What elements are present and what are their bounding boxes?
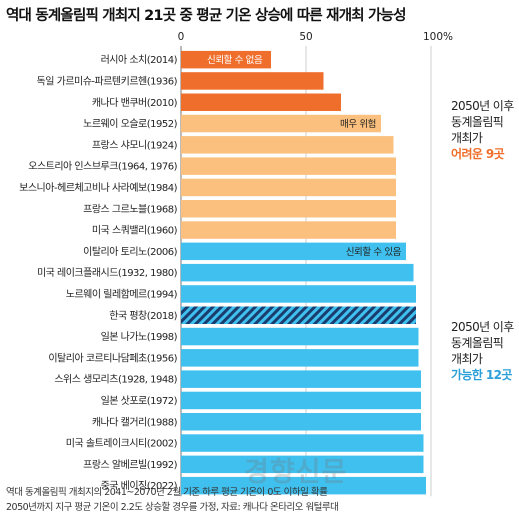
bar [181,370,421,388]
bars [181,50,426,495]
category-label: 러시아 소치(2014) [101,54,178,66]
category-label: 프랑스 그르노블(1968) [83,203,177,215]
bar-annotation-reliable: 신뢰할 수 있음 [346,246,402,258]
category-labels: 러시아 소치(2014) 독일 가르미슈-파르텐키르헨(1936) 캐나다 밴쿠버(… [19,54,178,492]
bar [181,242,406,261]
category-label: 이탈리아 코르티나담페초(1956) [48,351,177,364]
group-b-annotation: 2050년 이후 동계올림픽 개최가 가능한 12곳 [451,319,514,383]
x-tick-label: 0 [178,31,185,43]
watermark-text: 경향신문 [244,457,348,488]
category-label: 미국 솔트레이크시티(2002) [66,438,178,450]
bar-annotation-high-risk: 매우 위험 [340,118,376,130]
bar-annotation-unreliable: 신뢰할 수 없음 [207,54,263,66]
chart-title: 역대 동계올림픽 개최지 21곳 중 평균 기온 상승에 따른 재개최 가능성 [6,8,406,24]
group-a-line3: 개최가 [451,131,483,145]
bar [181,413,421,431]
bar [181,285,416,303]
category-label: 노르웨이 릴레함메르(1994) [66,287,178,300]
category-label: 프랑스 샤모니(1924) [92,139,178,151]
category-label: 일본 삿포로(1972) [101,395,178,407]
category-label: 캐나다 캘거리(1988) [92,416,178,428]
category-label: 독일 가르미슈-파르텐키르헨(1936) [37,75,178,87]
category-label: 프랑스 알베르빌(1992) [83,459,177,471]
bar [181,263,414,282]
bar [181,72,324,90]
bar [181,476,426,495]
group-b-line1: 2050년 이후 [451,320,514,334]
group-b-line3: 개최가 [451,352,483,366]
category-label: 미국 스쿼밸리(1960) [92,225,178,237]
bar [181,114,381,133]
bar [181,455,424,474]
group-a-highlight: 어려운 9곳 [451,147,505,161]
footnote-line1: 역대 동계올림픽 개최지의 2041~2070년 2월 기준 하루 평균 기온이… [6,487,328,498]
group-a-annotation: 2050년 이후 동계올림픽 개최가 어려운 9곳 [451,98,514,162]
category-label: 미국 레이크플래시드(1932, 1980) [37,267,178,279]
category-label: 일본 나가노(1998) [101,331,178,343]
bar [181,157,396,175]
category-label: 이탈리아 토리노(2006) [83,245,177,258]
group-b-line2: 동계올림픽 [451,336,504,350]
bar [181,306,416,324]
bar [181,200,396,218]
category-label: 오스트리아 인스브루크(1964, 1976) [28,161,177,173]
bar [181,391,421,410]
group-b-highlight: 가능한 12곳 [451,368,512,382]
group-a-line2: 동계올림픽 [451,115,504,129]
x-tick-label: 50 [299,31,312,43]
category-label: 스위스 생모리츠(1928, 1948) [54,373,177,386]
footnote: 역대 동계올림픽 개최지의 2041~2070년 2월 기준 하루 평균 기온이… [6,485,339,515]
bar [181,434,424,452]
bar [181,50,271,69]
category-label: 한국 평창(2018) [109,310,177,322]
x-tick-label: 100% [423,31,453,43]
bar [181,178,396,197]
group-a-line1: 2050년 이후 [451,99,514,113]
category-label: 중국 베이징(2022) [101,480,178,492]
category-label: 캐나다 밴쿠버(2010) [92,97,178,109]
bar [181,349,419,367]
bar [181,221,396,239]
bar [181,327,419,346]
category-label: 보스니아-헤르체고비나 사라예보(1984) [19,182,177,194]
x-axis-ticks: 0 50 100% [178,31,453,43]
category-label: 노르웨이 오슬로(1952) [83,118,177,130]
footnote-line2: 2050년까지 지구 평균 기온이 2.2도 상승할 경우를 가정, 자료: 캐… [6,502,339,513]
bar [181,93,341,111]
bar [181,136,394,154]
